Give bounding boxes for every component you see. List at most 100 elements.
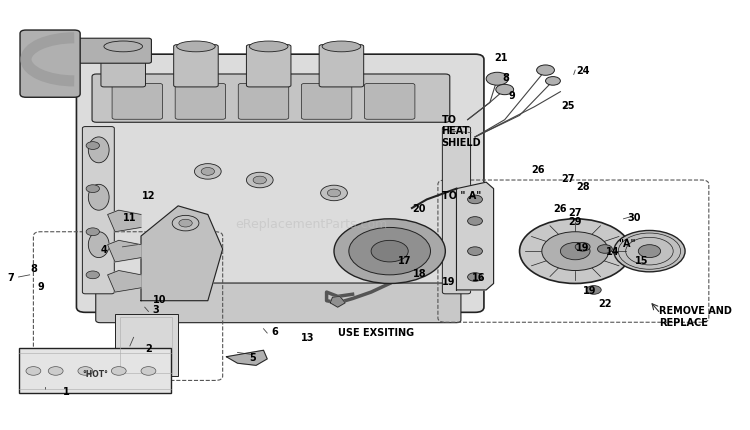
- Text: 29: 29: [568, 216, 582, 227]
- Text: 28: 28: [576, 182, 590, 192]
- Ellipse shape: [88, 185, 109, 211]
- Text: 3: 3: [152, 304, 159, 315]
- Text: 8: 8: [503, 73, 510, 83]
- Text: 4: 4: [100, 244, 107, 255]
- Circle shape: [111, 367, 126, 375]
- Circle shape: [560, 243, 590, 260]
- Circle shape: [496, 85, 514, 95]
- Text: 25: 25: [561, 100, 574, 111]
- Circle shape: [467, 196, 482, 204]
- FancyBboxPatch shape: [82, 127, 114, 294]
- Circle shape: [467, 217, 482, 226]
- Circle shape: [86, 228, 100, 236]
- Circle shape: [48, 367, 63, 375]
- Circle shape: [179, 220, 192, 227]
- Bar: [120, 317, 172, 373]
- Text: 30: 30: [628, 212, 641, 222]
- Text: 11: 11: [123, 212, 136, 222]
- Circle shape: [327, 190, 340, 197]
- Text: 18: 18: [413, 268, 426, 278]
- Text: TO
HEAT
SHIELD: TO HEAT SHIELD: [442, 114, 482, 148]
- Text: 9: 9: [38, 281, 44, 291]
- Bar: [115, 314, 178, 376]
- Text: 24: 24: [576, 66, 590, 76]
- Circle shape: [253, 177, 266, 184]
- Text: 22: 22: [598, 298, 612, 308]
- Ellipse shape: [88, 138, 109, 163]
- Circle shape: [545, 77, 560, 86]
- Text: 9: 9: [509, 90, 515, 101]
- FancyBboxPatch shape: [96, 283, 461, 323]
- Text: 1: 1: [64, 386, 70, 396]
- Text: 10: 10: [153, 294, 166, 304]
- Text: 19: 19: [576, 242, 590, 252]
- Text: 17: 17: [398, 255, 411, 265]
- Text: °HOT°: °HOT°: [82, 370, 108, 378]
- Ellipse shape: [322, 42, 361, 53]
- FancyBboxPatch shape: [442, 127, 470, 294]
- Text: 8: 8: [30, 264, 37, 274]
- Circle shape: [575, 243, 590, 252]
- Text: 6: 6: [272, 326, 278, 336]
- Text: 7: 7: [8, 272, 14, 283]
- Polygon shape: [330, 297, 345, 307]
- Polygon shape: [107, 271, 141, 292]
- Circle shape: [586, 286, 602, 295]
- Circle shape: [598, 245, 612, 254]
- Text: 21: 21: [494, 53, 508, 63]
- Text: 16: 16: [472, 272, 485, 283]
- Circle shape: [86, 142, 100, 150]
- Circle shape: [141, 367, 156, 375]
- Circle shape: [638, 245, 661, 258]
- Polygon shape: [107, 211, 141, 232]
- Polygon shape: [141, 206, 223, 301]
- FancyBboxPatch shape: [247, 46, 291, 88]
- Circle shape: [542, 232, 608, 271]
- Circle shape: [537, 66, 554, 76]
- Circle shape: [520, 219, 631, 284]
- Circle shape: [172, 216, 199, 231]
- FancyBboxPatch shape: [302, 84, 352, 120]
- Circle shape: [86, 271, 100, 279]
- Circle shape: [334, 219, 446, 284]
- FancyBboxPatch shape: [92, 75, 450, 123]
- Text: TO " A": TO " A": [442, 190, 481, 201]
- FancyBboxPatch shape: [174, 46, 218, 88]
- FancyBboxPatch shape: [364, 84, 415, 120]
- Text: 19: 19: [442, 276, 456, 287]
- Circle shape: [201, 168, 214, 176]
- Circle shape: [247, 173, 273, 188]
- Text: 26: 26: [531, 165, 544, 175]
- Text: 15: 15: [635, 255, 649, 265]
- Circle shape: [467, 273, 482, 282]
- Polygon shape: [107, 241, 141, 262]
- FancyBboxPatch shape: [76, 55, 484, 313]
- Polygon shape: [457, 183, 494, 290]
- Circle shape: [371, 241, 408, 262]
- FancyBboxPatch shape: [101, 46, 146, 88]
- FancyBboxPatch shape: [20, 31, 80, 98]
- Bar: [19, 348, 171, 393]
- Ellipse shape: [104, 42, 142, 53]
- FancyBboxPatch shape: [112, 84, 163, 120]
- Text: 19: 19: [584, 285, 597, 295]
- Circle shape: [486, 73, 508, 86]
- Text: REMOVE AND
REPLACE: REMOVE AND REPLACE: [659, 305, 732, 327]
- Text: 27: 27: [568, 208, 582, 218]
- Circle shape: [86, 185, 100, 193]
- Text: 27: 27: [561, 173, 574, 184]
- Ellipse shape: [177, 42, 215, 53]
- FancyBboxPatch shape: [176, 84, 226, 120]
- Circle shape: [26, 367, 40, 375]
- Circle shape: [349, 228, 430, 275]
- Circle shape: [321, 186, 347, 201]
- Text: USE EXSITING: USE EXSITING: [338, 327, 414, 337]
- Text: 20: 20: [413, 203, 426, 214]
- FancyBboxPatch shape: [71, 39, 152, 64]
- FancyBboxPatch shape: [320, 46, 364, 88]
- Polygon shape: [226, 350, 267, 366]
- Text: "A": "A": [619, 238, 636, 248]
- Text: 5: 5: [249, 352, 256, 362]
- Text: 26: 26: [554, 203, 567, 214]
- Circle shape: [614, 231, 685, 272]
